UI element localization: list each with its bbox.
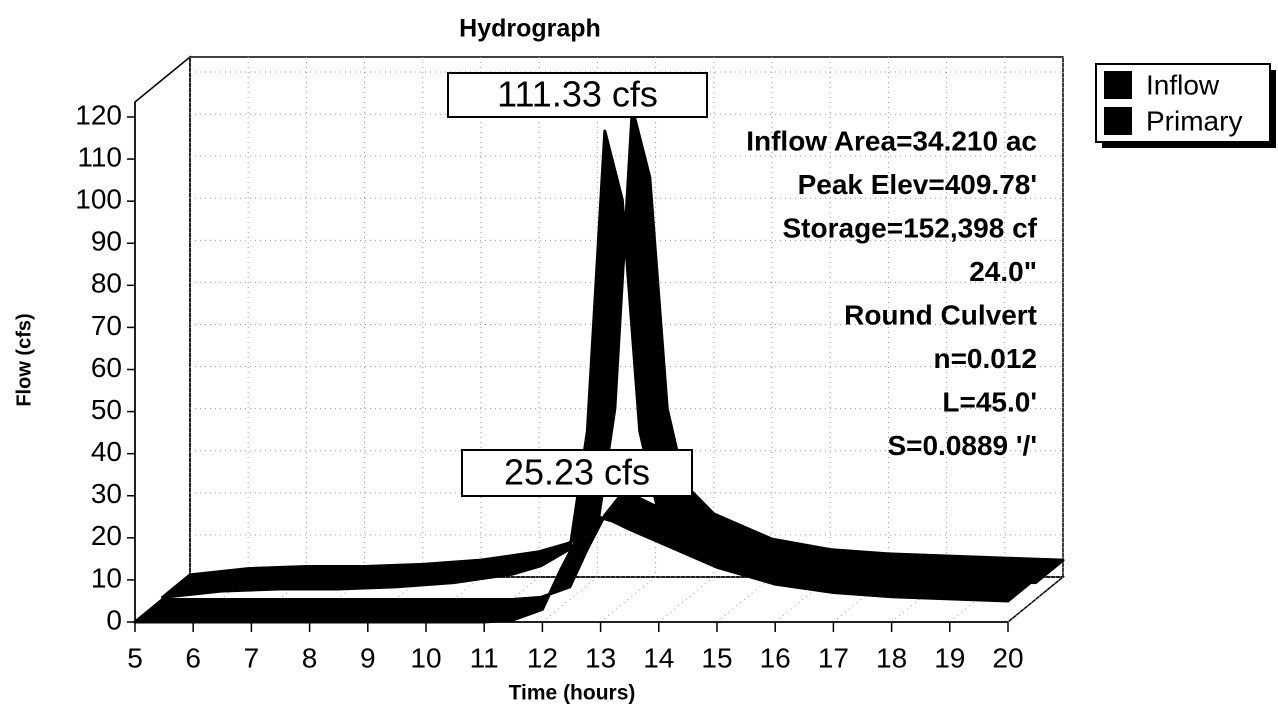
grid-line (542, 576, 598, 623)
y-tick-label: 30 (91, 478, 122, 509)
info-line: n=0.012 (933, 343, 1037, 374)
y-tick-label: 40 (91, 436, 122, 467)
info-line: S=0.0889 '/' (887, 430, 1037, 461)
grid-line (716, 576, 773, 623)
series-line (135, 514, 1009, 623)
legend-label: Inflow (1146, 69, 1220, 100)
y-tick-label: 80 (91, 268, 122, 299)
x-tick-label: 8 (302, 642, 318, 673)
peak-label-box (461, 449, 693, 497)
grid-line (600, 576, 656, 623)
x-tick-label: 6 (185, 642, 201, 673)
y-axis-label: Flow (cfs) (13, 313, 35, 406)
grid-line (774, 576, 831, 623)
y-tick-label: 20 (91, 520, 122, 551)
info-line: Peak Elev=409.78' (798, 169, 1037, 200)
x-tick-label: 20 (992, 642, 1023, 673)
x-tick-label: 11 (470, 642, 499, 673)
y-tick-label: 120 (75, 99, 122, 130)
info-line: L=45.0' (942, 386, 1037, 417)
legend-swatch (1104, 107, 1132, 135)
y-tick-label: 90 (91, 226, 122, 257)
y-tick-label: 110 (77, 141, 122, 172)
legend-label: Primary (1146, 105, 1242, 136)
grid-line (1007, 576, 1064, 623)
x-axis-label: Time (hours) (509, 682, 636, 705)
x-tick-label: 15 (701, 642, 732, 673)
chart-title: Hydrograph (459, 15, 601, 43)
x-tick-label: 13 (585, 642, 616, 673)
grid-line (891, 576, 947, 623)
left-wall (134, 55, 191, 624)
peak-label: 25.23 cfs (504, 452, 650, 493)
grid-line (658, 576, 715, 623)
x-tick-label: 14 (643, 642, 674, 673)
info-line: 24.0" (969, 256, 1037, 287)
x-tick-label: 19 (934, 642, 965, 673)
x-tick-label: 5 (127, 642, 143, 673)
x-tick-label: 9 (360, 642, 376, 673)
x-tick-label: 16 (760, 642, 791, 673)
peak-label-box (447, 72, 708, 118)
x-tick-label: 10 (410, 642, 441, 673)
y-tick-label: 70 (91, 310, 122, 341)
x-tick-label: 7 (244, 642, 260, 673)
info-line: Round Culvert (844, 299, 1037, 330)
info-line: Inflow Area=34.210 ac (746, 125, 1037, 156)
legend-swatch (1104, 71, 1132, 99)
peak-label: 111.33 cfs (497, 74, 658, 115)
x-tick-label: 17 (818, 642, 849, 673)
y-tick-label: 60 (91, 352, 122, 383)
y-tick-label: 0 (106, 604, 122, 635)
x-tick-label: 18 (876, 642, 907, 673)
grid-line (833, 576, 889, 623)
y-tick-label: 100 (75, 184, 122, 215)
info-line: Storage=152,398 cf (783, 212, 1038, 243)
y-tick-label: 50 (91, 394, 122, 425)
x-tick-label: 12 (527, 642, 558, 673)
y-tick-label: 10 (91, 562, 122, 593)
